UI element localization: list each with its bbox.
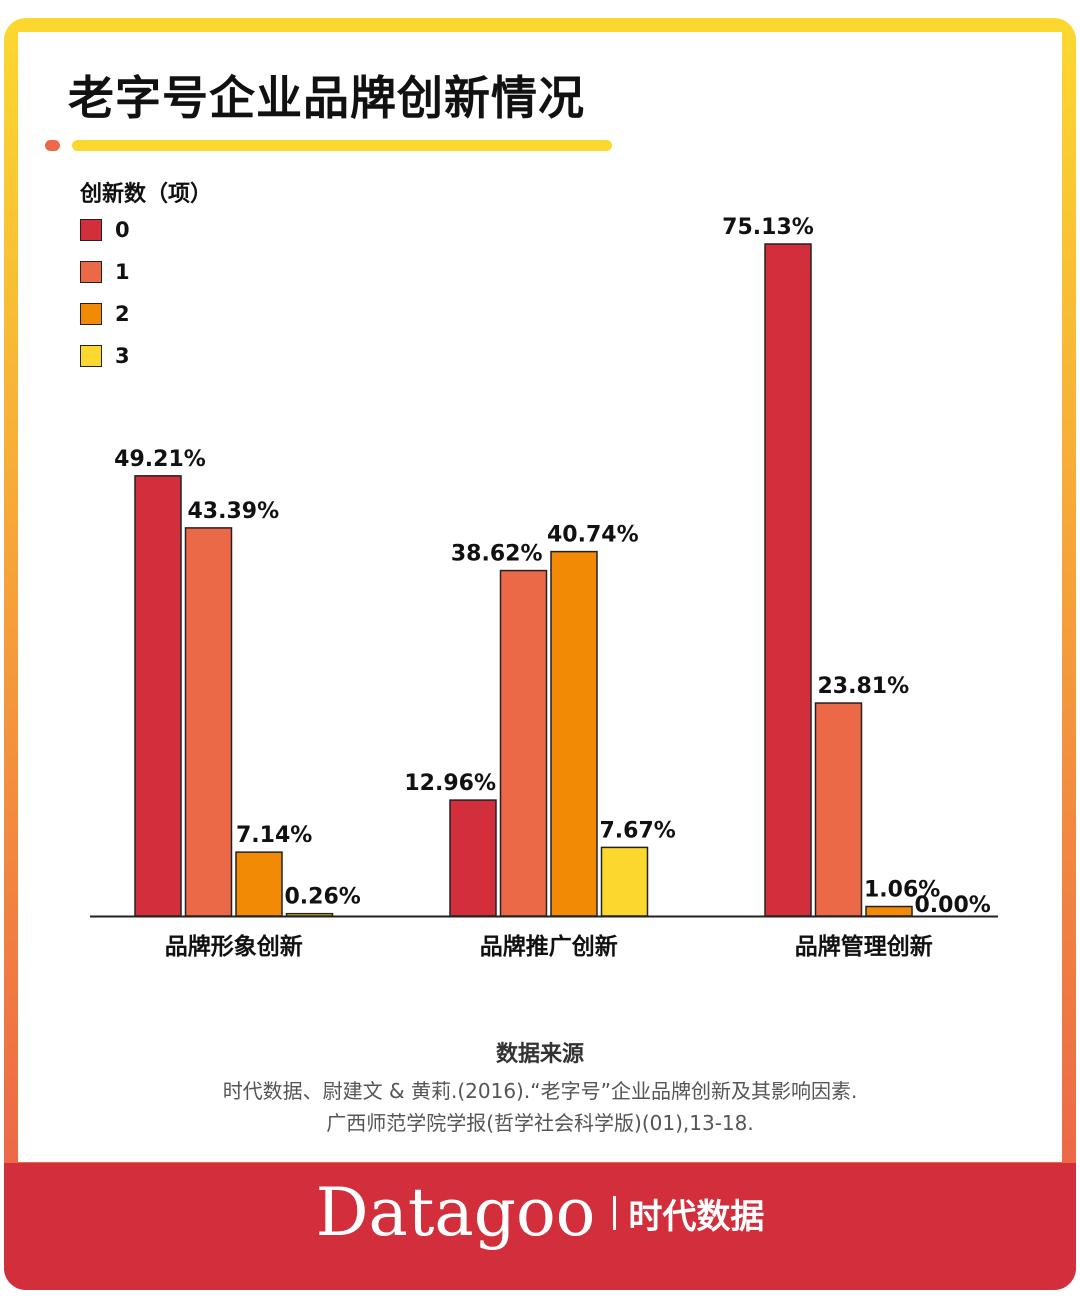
source-citation-line-2: 广西师范学院学报(哲学社会科学版)(01),13-18. — [326, 1111, 754, 1135]
brand-logo: Datagoo — [315, 1174, 596, 1251]
bar-1-3 — [600, 846, 649, 917]
legend-swatch-2 — [80, 303, 102, 325]
data-label-2-0: 75.13% — [722, 215, 814, 240]
bar-chart: 49.21% 43.39% 7.14% 0.26% 品牌形象创新 12.96% 38.62%… — [90, 215, 998, 960]
data-label-2-1: 23.81% — [818, 674, 910, 699]
legend-swatch-0 — [80, 219, 102, 241]
data-label-0-0: 49.21% — [114, 447, 206, 472]
legend-label-3: 3 — [115, 344, 130, 368]
legend-title: 创新数（项） — [80, 182, 213, 207]
page-title: 老字号企业品牌创新情况 — [68, 71, 585, 125]
data-label-1-3: 7.67% — [600, 818, 676, 843]
data-label-1-1: 38.62% — [451, 542, 543, 567]
data-label-1-2: 40.74% — [547, 523, 639, 548]
bar-2-2 — [865, 905, 913, 917]
bar-2-0 — [764, 243, 812, 917]
category-label-2: 品牌管理创新 — [795, 933, 933, 960]
data-label-2-3: 0.00% — [915, 893, 991, 918]
footer-band — [4, 1163, 1076, 1290]
legend-item-3: 3 — [80, 343, 130, 369]
category-label-0: 品牌形象创新 — [165, 933, 303, 960]
legend-label-2: 2 — [115, 302, 130, 326]
bar-2-1 — [814, 702, 863, 917]
bar-1-0 — [449, 799, 497, 917]
legend-swatch-1 — [80, 261, 102, 283]
legend-label-1: 1 — [115, 260, 130, 284]
source-title: 数据来源 — [495, 1042, 584, 1067]
brand-footer: Datagoo 时代数据 — [0, 1180, 1080, 1246]
category-label-1: 品牌推广创新 — [480, 933, 618, 960]
title-underline — [72, 140, 612, 151]
source-citation-line-1: 时代数据、尉建文 & 黄莉.(2016).“老字号”企业品牌创新及其影响因素. — [222, 1079, 858, 1103]
brand-separator — [613, 1196, 617, 1230]
legend-item-1: 1 — [80, 259, 130, 285]
legend-item-2: 2 — [80, 301, 130, 327]
data-label-0-1: 43.39% — [188, 499, 280, 524]
data-label-1-0: 12.96% — [404, 771, 496, 796]
bar-1-1 — [499, 569, 548, 917]
data-label-2-2: 1.06% — [864, 878, 940, 903]
bar-0-1 — [184, 527, 233, 917]
bar-1-2 — [550, 550, 598, 917]
legend-label-0: 0 — [115, 218, 130, 242]
title-underline-dot — [45, 140, 60, 151]
bar-0-2 — [235, 851, 283, 917]
legend-swatch-3 — [80, 345, 102, 367]
bar-0-0 — [134, 475, 182, 917]
data-label-0-2: 7.14% — [236, 823, 312, 848]
brand-name: 时代数据 — [628, 1196, 765, 1237]
data-label-0-3: 0.26% — [285, 885, 361, 910]
legend-item-0: 0 — [80, 217, 130, 243]
